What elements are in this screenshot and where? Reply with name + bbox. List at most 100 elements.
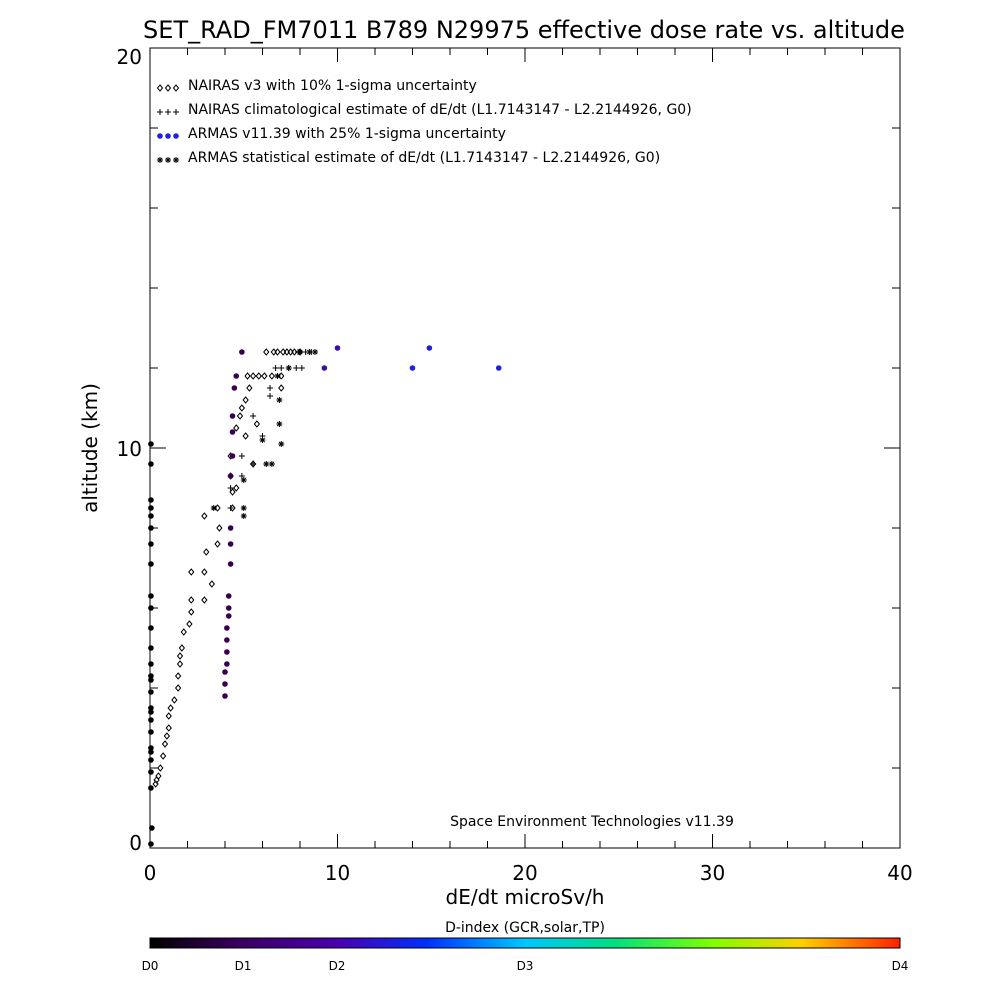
data-point [293, 365, 300, 371]
data-point [148, 541, 154, 547]
colorbar-label: D3 [517, 959, 534, 973]
data-point [157, 764, 164, 772]
data-point [176, 660, 184, 668]
data-point [152, 780, 159, 788]
data-point [222, 669, 228, 675]
data-point [276, 397, 283, 403]
legend-marker [165, 109, 171, 115]
data-point [167, 704, 174, 712]
data-point [216, 524, 223, 532]
data-point [227, 485, 234, 491]
data-point [274, 348, 281, 356]
data-point [148, 769, 154, 775]
data-point [227, 541, 234, 547]
data-point [272, 365, 279, 371]
data-point [227, 505, 234, 511]
data-point [188, 608, 195, 616]
data-point [214, 540, 221, 548]
data-point [149, 825, 155, 831]
data-point [334, 345, 341, 351]
data-point [165, 724, 172, 732]
data-point [208, 580, 216, 588]
colorbar-label: D1 [235, 959, 252, 973]
data-point [409, 365, 416, 371]
data-point [312, 349, 318, 355]
data-point [240, 505, 247, 511]
data-point [224, 637, 230, 643]
colorbar-label: D2 [329, 959, 346, 973]
data-point [236, 412, 244, 420]
data-point [278, 372, 285, 380]
legend-marker [173, 109, 179, 115]
data-point [148, 749, 154, 755]
data-point [171, 696, 178, 704]
y-tick-label-1: 10 [117, 437, 142, 461]
colorbar-labels: D0 D1 D2 D3 D4 [142, 959, 909, 973]
data-point [163, 732, 171, 740]
data-point [188, 568, 195, 576]
data-point [214, 504, 221, 512]
data-point [224, 661, 230, 667]
data-point [229, 453, 236, 459]
data-point [238, 404, 246, 412]
data-point [148, 625, 154, 631]
data-point [148, 785, 154, 791]
data-point [263, 348, 270, 356]
data-point [274, 373, 281, 379]
data-point [148, 729, 154, 735]
data-point [227, 525, 234, 531]
plot-frame [149, 47, 901, 849]
chart-title: SET_RAD_FM7011 B789 N29975 effective dos… [143, 16, 905, 44]
data-point [278, 365, 285, 371]
data-point [233, 424, 240, 432]
data-point [267, 393, 273, 399]
data-point [148, 513, 154, 519]
data-point [148, 505, 154, 511]
data-point [291, 348, 298, 356]
legend-marker [157, 109, 163, 115]
data-point [238, 453, 245, 459]
data-point [201, 512, 208, 520]
data-point [222, 693, 228, 699]
data-point [224, 649, 230, 655]
legend-markers [156, 84, 180, 163]
data-point [148, 497, 154, 503]
data-point [165, 712, 172, 720]
data-point [306, 349, 313, 355]
data-point [233, 484, 240, 492]
data-point [229, 413, 236, 419]
data-point [231, 385, 238, 391]
colorbar-label: D4 [892, 959, 909, 973]
data-point [201, 596, 208, 604]
data-point [188, 596, 195, 604]
data-point [261, 372, 268, 380]
legend-marker [173, 133, 179, 139]
data-point [148, 441, 154, 447]
colorbar-title: D-index (GCR,solar,TP) [445, 920, 605, 936]
data-point [297, 349, 303, 355]
data-point [148, 461, 154, 467]
legend-entry-3: ARMAS statistical estimate of dE/dt (L1.… [188, 150, 660, 166]
data-point [250, 413, 257, 419]
x-tick-label-0: 0 [144, 861, 157, 885]
data-point [242, 396, 249, 404]
data-point [148, 605, 154, 611]
data-point [161, 740, 169, 748]
data-point [178, 644, 186, 652]
data-point [285, 365, 292, 371]
legend-marker [173, 157, 179, 163]
data-point [201, 568, 208, 576]
data-point [176, 652, 184, 660]
data-point [174, 672, 182, 680]
data-point [148, 757, 154, 763]
legend-marker [172, 84, 180, 92]
legend-marker [157, 157, 163, 163]
data-point [268, 372, 276, 380]
legend-marker [165, 157, 171, 163]
data-point [229, 429, 236, 435]
data-point [227, 561, 234, 567]
data-point [278, 441, 285, 447]
data-point [244, 372, 251, 380]
data-point [155, 772, 162, 780]
